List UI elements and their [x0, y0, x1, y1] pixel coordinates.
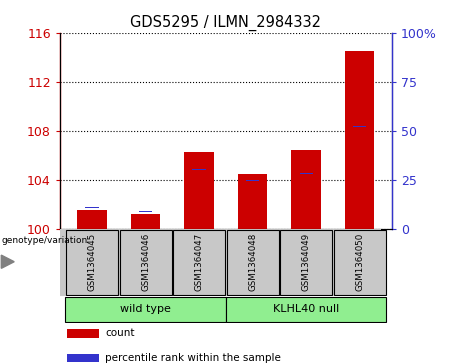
Text: GSM1364048: GSM1364048	[248, 233, 257, 291]
FancyBboxPatch shape	[280, 230, 332, 294]
Text: GSM1364046: GSM1364046	[141, 233, 150, 291]
Title: GDS5295 / ILMN_2984332: GDS5295 / ILMN_2984332	[130, 15, 321, 31]
Bar	[66, 354, 100, 362]
Bar	[300, 173, 313, 174]
Bar	[66, 329, 100, 338]
FancyBboxPatch shape	[65, 297, 226, 322]
Bar	[131, 214, 160, 229]
Bar	[291, 150, 321, 229]
Text: GSM1364050: GSM1364050	[355, 233, 364, 291]
Text: genotype/variation: genotype/variation	[1, 236, 88, 245]
FancyBboxPatch shape	[66, 230, 118, 294]
Bar	[139, 211, 152, 212]
Bar	[85, 207, 99, 208]
Text: wild type: wild type	[120, 305, 171, 314]
Bar	[238, 174, 267, 229]
Bar	[77, 210, 107, 229]
Text: percentile rank within the sample: percentile rank within the sample	[106, 353, 281, 363]
Text: KLHL40 null: KLHL40 null	[273, 305, 339, 314]
Bar	[246, 180, 260, 181]
FancyBboxPatch shape	[119, 230, 171, 294]
Text: GSM1364049: GSM1364049	[301, 233, 311, 291]
Text: count: count	[106, 329, 135, 338]
Polygon shape	[1, 255, 14, 268]
Text: GSM1364047: GSM1364047	[195, 233, 204, 291]
Bar	[353, 126, 366, 127]
FancyBboxPatch shape	[226, 297, 386, 322]
Bar	[345, 51, 374, 229]
Text: GSM1364045: GSM1364045	[88, 233, 96, 291]
Bar	[184, 151, 214, 229]
FancyBboxPatch shape	[227, 230, 278, 294]
FancyBboxPatch shape	[334, 230, 386, 294]
Bar	[192, 169, 206, 170]
FancyBboxPatch shape	[173, 230, 225, 294]
